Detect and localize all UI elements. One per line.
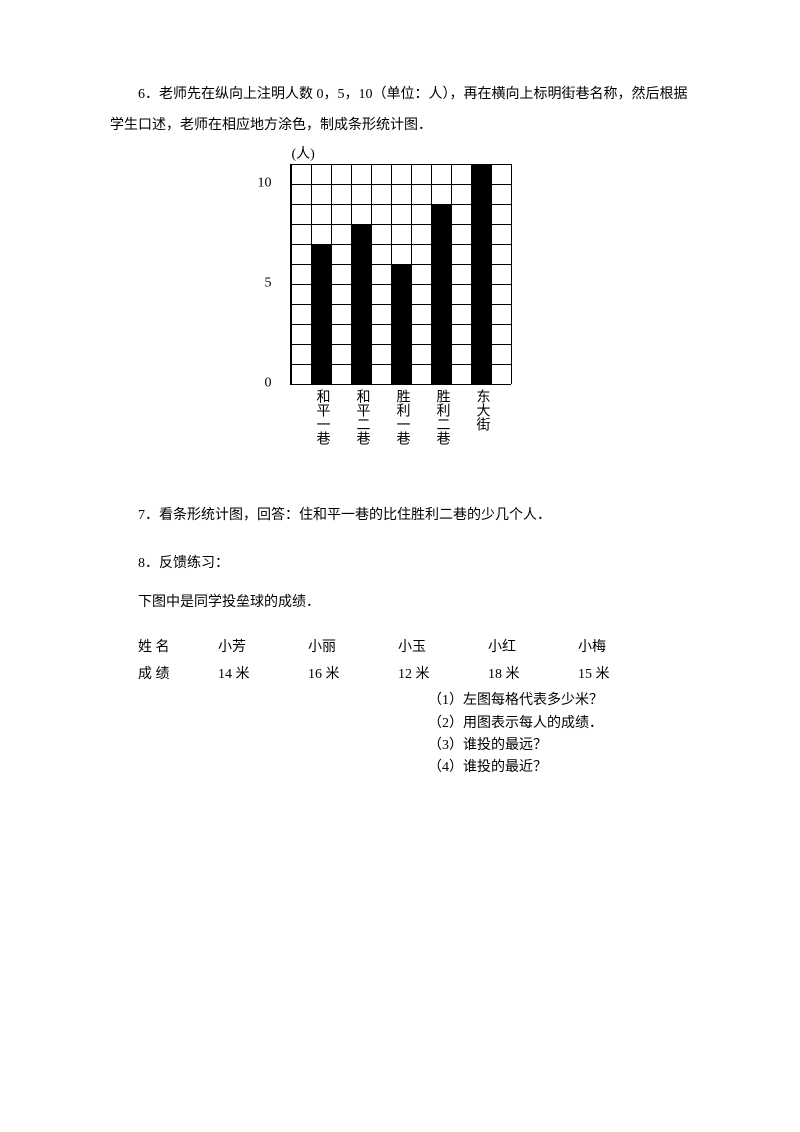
student-name: 小芳 (218, 635, 308, 662)
grid-vline (291, 164, 292, 384)
y-tick-0: 0 (265, 368, 272, 399)
grid-vline (491, 164, 492, 384)
x-axis-label: 胜利一巷 (390, 389, 410, 445)
bar-chart: (人) 0 5 10 和平一巷和平二巷胜利一巷胜利二巷东大街 (290, 164, 511, 465)
score-table: 姓 名 小芳 小丽 小玉 小红 小梅 成 绩 14 米 16 米 12 米 18… (110, 635, 690, 688)
student-score: 18 米 (488, 662, 578, 689)
student-name: 小梅 (578, 635, 668, 662)
x-axis-labels: 和平一巷和平二巷胜利一巷胜利二巷东大街 (290, 385, 510, 465)
student-score: 14 米 (218, 662, 308, 689)
bar (351, 224, 371, 384)
sub-question-1: （1）左图每格代表多少米？ (428, 690, 690, 712)
question-7-text: 7．看条形统计图，回答：住和平一巷的比住胜利二巷的少几个人． (110, 501, 690, 532)
question-8-caption: 下图中是同学投垒球的成绩． (110, 588, 690, 619)
grid-vline (451, 164, 452, 384)
table-row: 姓 名 小芳 小丽 小玉 小红 小梅 (138, 635, 690, 662)
score-header: 成 绩 (138, 662, 218, 689)
x-axis-label: 东大街 (470, 389, 490, 431)
sub-questions: （1）左图每格代表多少米？ （2）用图表示每人的成绩． （3）谁投的最远？ （4… (110, 690, 690, 780)
student-score: 15 米 (578, 662, 668, 689)
student-name: 小丽 (308, 635, 398, 662)
bar (431, 204, 451, 384)
student-score: 12 米 (398, 662, 488, 689)
name-header: 姓 名 (138, 635, 218, 662)
bar (311, 244, 331, 384)
bar (471, 164, 491, 384)
sub-question-2: （2）用图表示每人的成绩． (428, 713, 690, 735)
grid-vline (331, 164, 332, 384)
sub-question-3: （3）谁投的最远？ (428, 735, 690, 757)
x-axis-label: 和平一巷 (310, 389, 330, 445)
table-row: 成 绩 14 米 16 米 12 米 18 米 15 米 (138, 662, 690, 689)
student-score: 16 米 (308, 662, 398, 689)
chart-grid (290, 164, 511, 385)
x-axis-label: 和平二巷 (350, 389, 370, 445)
student-name: 小玉 (398, 635, 488, 662)
x-axis-label: 胜利二巷 (430, 389, 450, 445)
y-tick-5: 5 (265, 268, 272, 299)
bar-chart-container: (人) 0 5 10 和平一巷和平二巷胜利一巷胜利二巷东大街 (110, 164, 690, 465)
y-tick-10: 10 (258, 168, 272, 199)
grid-vline (411, 164, 412, 384)
bar (391, 264, 411, 384)
question-8-title: 8．反馈练习： (110, 549, 690, 580)
grid-vline (511, 164, 512, 384)
grid-vline (371, 164, 372, 384)
question-6-text: 6．老师先在纵向上注明人数 0，5，10（单位：人），再在横向上标明街巷名称，然… (110, 80, 690, 142)
student-name: 小红 (488, 635, 578, 662)
sub-question-4: （4）谁投的最近？ (428, 757, 690, 779)
